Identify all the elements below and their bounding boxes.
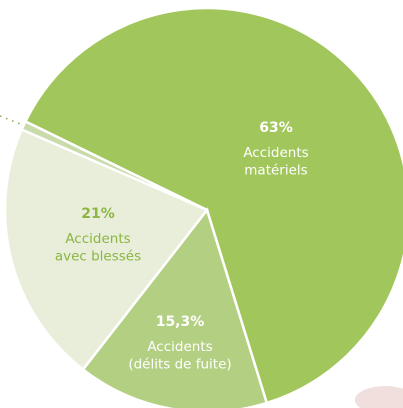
pie-slice (81, 207, 269, 408)
value-label: 63% (259, 120, 293, 136)
category-label: Accidents (délits de fuite) (128, 339, 231, 373)
value-label: 21% (81, 206, 115, 222)
background-blur (355, 386, 403, 408)
pie-slice (20, 119, 208, 212)
value-label: 15,3% (156, 314, 205, 330)
category-label: Accidents matériels (243, 145, 308, 179)
pie-slice (3, 127, 209, 372)
pie-slice (23, 6, 403, 405)
category-label: Accidents avec blessés (55, 231, 141, 265)
